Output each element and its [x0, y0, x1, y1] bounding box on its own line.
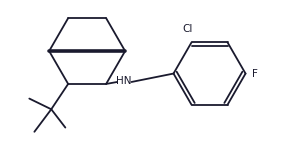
Text: F: F: [252, 69, 258, 79]
Text: Cl: Cl: [182, 25, 193, 34]
Text: HN: HN: [116, 76, 131, 86]
